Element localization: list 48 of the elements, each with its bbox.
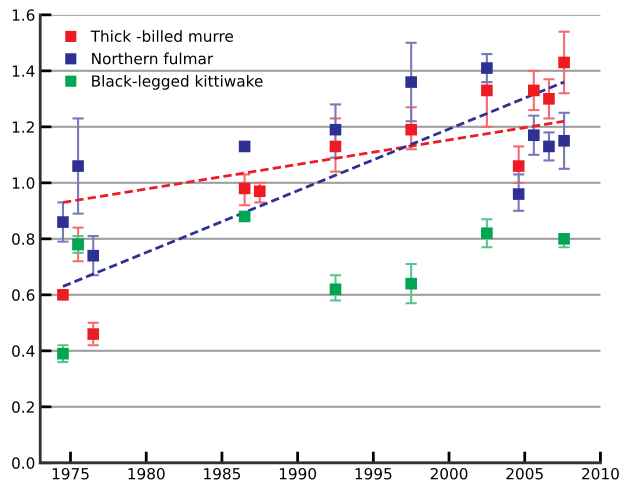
point [481, 84, 493, 96]
point [528, 84, 540, 96]
point [558, 233, 570, 245]
point [254, 185, 266, 198]
y-tick-label: 0.8 [12, 233, 34, 245]
y-tick-label: 1.0 [12, 177, 34, 189]
point [72, 160, 84, 172]
point [481, 227, 493, 240]
x-tick-label: 2005 [506, 468, 543, 480]
y-tick-label: 0.4 [12, 345, 35, 357]
x-tick-label: 2010 [582, 468, 619, 480]
y-tick-label: 0.0 [12, 457, 34, 469]
point [512, 160, 524, 172]
point [481, 62, 493, 74]
x-tick-label: 2000 [430, 468, 468, 480]
x-tick-label: 1995 [356, 468, 392, 480]
y-tick-label: 1.4 [12, 66, 35, 77]
legend-label: Black-legged kittiwake [92, 74, 263, 90]
y-tick-label: 1.2 [12, 121, 34, 133]
point [512, 188, 524, 200]
point [57, 289, 69, 301]
point [238, 182, 250, 194]
point [238, 140, 250, 152]
point [238, 210, 250, 222]
y-tick-label: 0.2 [12, 401, 34, 413]
legend-label: Northern fulmar [92, 52, 214, 64]
point [543, 93, 555, 105]
x-tick-label: 1975 [52, 468, 89, 480]
point [528, 129, 540, 142]
point [87, 328, 100, 340]
point [87, 250, 100, 262]
y-tick-label: 0.6 [12, 289, 34, 301]
x-tick-label: 1990 [280, 468, 316, 480]
point [57, 216, 69, 228]
point [330, 124, 342, 136]
y-tick-label: 1.6 [12, 9, 34, 21]
point [405, 124, 417, 136]
point [558, 56, 570, 68]
point [330, 140, 342, 152]
legend-label: Thick -billed murre [90, 30, 234, 42]
point [405, 76, 417, 88]
x-tick-label: 1985 [204, 468, 240, 480]
x-tick-label: 1980 [128, 468, 165, 480]
point [57, 348, 69, 360]
point [405, 278, 417, 290]
point [543, 140, 555, 152]
point [558, 135, 570, 147]
point [330, 283, 342, 296]
